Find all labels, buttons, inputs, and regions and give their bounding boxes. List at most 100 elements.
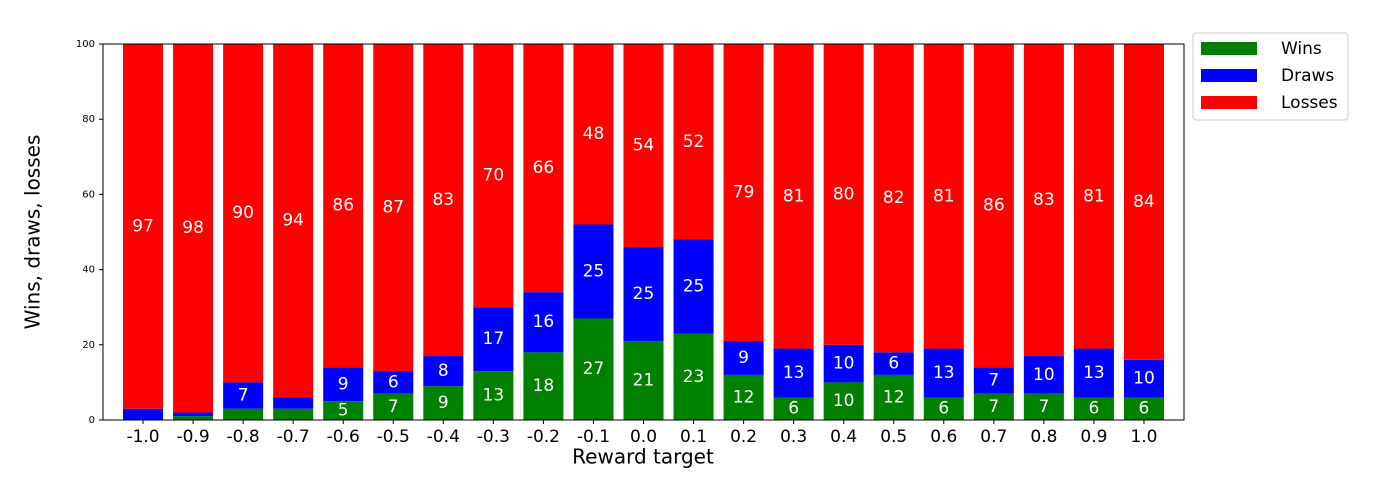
bar-segment: [823, 382, 864, 420]
value-label: 81: [933, 186, 955, 206]
value-label: 80: [833, 184, 855, 204]
value-label: 13: [933, 363, 955, 383]
bar-segment: [1073, 397, 1114, 420]
value-label: 6: [938, 399, 949, 419]
value-label: 13: [483, 386, 505, 406]
value-label: 83: [1033, 190, 1055, 210]
legend-label: Losses: [1281, 93, 1338, 113]
value-label: 25: [683, 277, 705, 297]
bar-segment: [673, 44, 714, 240]
x-tick-label: -0.2: [527, 427, 560, 447]
value-label: 25: [583, 261, 605, 281]
x-tick-label: 0.1: [680, 427, 707, 447]
bar-segment: [1073, 44, 1114, 349]
value-label: 13: [783, 363, 805, 383]
x-tick-label: -0.3: [477, 427, 510, 447]
bar-segment: [323, 367, 364, 402]
bar-segment: [723, 341, 764, 375]
x-tick-label: 0.9: [1080, 427, 1107, 447]
value-label: 70: [483, 166, 505, 186]
bar-segment: [1073, 348, 1114, 398]
x-tick-label: 0.8: [1030, 427, 1057, 447]
value-label: 6: [888, 354, 899, 374]
bar-segment: [373, 393, 414, 420]
bar-segment: [223, 408, 264, 420]
bar-segment: [273, 408, 314, 420]
bar-segment: [773, 44, 814, 349]
bar-segment: [373, 371, 414, 394]
bar-segment: [773, 348, 814, 398]
bar-segment: [873, 374, 914, 420]
y-axis-label: Wins, draws, losses: [21, 135, 45, 330]
legend-swatch: [1201, 69, 1257, 82]
x-tick-label: 1.0: [1130, 427, 1157, 447]
value-label: 21: [633, 371, 655, 391]
value-label: 6: [388, 372, 399, 392]
x-axis-label: Reward target: [572, 445, 714, 469]
x-tick-label: -0.6: [327, 427, 360, 447]
value-label: 54: [633, 136, 655, 156]
bar-segment: [223, 44, 264, 383]
bar-segment: [123, 44, 164, 409]
bar-segment: [673, 333, 714, 420]
value-label: 16: [533, 312, 555, 332]
value-label: 98: [182, 218, 204, 238]
value-label: 25: [633, 284, 655, 304]
bar-segment: [1123, 397, 1164, 420]
bar-segment: [623, 247, 664, 342]
legend-label: Draws: [1281, 66, 1334, 86]
bar-segment: [473, 44, 514, 308]
value-label: 17: [483, 329, 505, 349]
x-tick-label: -0.1: [577, 427, 610, 447]
bar-segment: [723, 374, 764, 420]
value-label: 27: [583, 359, 605, 379]
bar-segment: [423, 356, 464, 387]
bar-segment: [473, 307, 514, 372]
bar-segment: [423, 386, 464, 420]
legend-label: Wins: [1281, 39, 1322, 59]
value-label: 86: [332, 196, 354, 216]
bar-segment: [1023, 44, 1064, 357]
legend-swatch: [1201, 42, 1257, 55]
value-label: 6: [1089, 399, 1100, 419]
value-label: 52: [683, 132, 705, 152]
x-tick-label: -0.8: [227, 427, 260, 447]
value-label: 10: [833, 391, 855, 411]
x-tick-label: 0.2: [730, 427, 757, 447]
value-label: 23: [683, 367, 705, 387]
bar-segment: [173, 412, 214, 417]
y-tick-label: 40: [82, 265, 95, 276]
bar-segment: [323, 44, 364, 368]
bar-segment: [423, 44, 464, 357]
bar-segment: [973, 367, 1014, 394]
value-label: 9: [338, 374, 349, 394]
x-tick-label: -0.4: [427, 427, 460, 447]
bar-segment: [523, 352, 564, 420]
x-tick-label: 0.0: [630, 427, 657, 447]
bar-segment: [1023, 356, 1064, 394]
x-tick-label: 0.7: [980, 427, 1007, 447]
bar-segment: [873, 44, 914, 353]
value-label: 94: [282, 211, 304, 231]
value-label: 66: [533, 158, 555, 178]
x-tick-label: 0.6: [930, 427, 957, 447]
value-label: 81: [783, 186, 805, 206]
y-tick-label: 20: [82, 340, 95, 351]
bar-segment: [573, 44, 614, 225]
value-label: 10: [833, 354, 855, 374]
x-tick-label: -0.5: [377, 427, 410, 447]
bar-segment: [1123, 44, 1164, 360]
value-label: 12: [733, 387, 755, 407]
bar-segment: [623, 341, 664, 420]
bar-segment: [473, 371, 514, 420]
bar-segment: [573, 318, 614, 420]
bar-segment: [373, 44, 414, 372]
bar-segment: [223, 382, 264, 409]
bar-segment: [1123, 359, 1164, 398]
value-label: 6: [1139, 399, 1150, 419]
bar-segment: [273, 44, 314, 398]
value-label: 48: [583, 124, 605, 144]
value-label: 7: [388, 397, 399, 417]
